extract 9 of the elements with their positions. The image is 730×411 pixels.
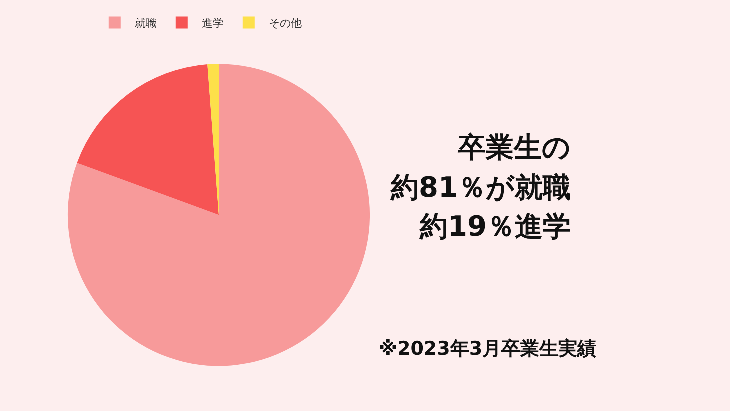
text: 約81％が就職 [390,171,571,204]
pie-slice [68,64,370,366]
text: 約19％進学 [419,210,571,243]
pie-slice [77,64,219,216]
text: ※2023年3月卒業生実績 [379,338,597,360]
legend-label: その他 [268,17,302,30]
legend-label: 就職 [134,17,157,30]
text: 卒業生の [457,131,571,164]
legend-label: 進学 [202,17,224,30]
